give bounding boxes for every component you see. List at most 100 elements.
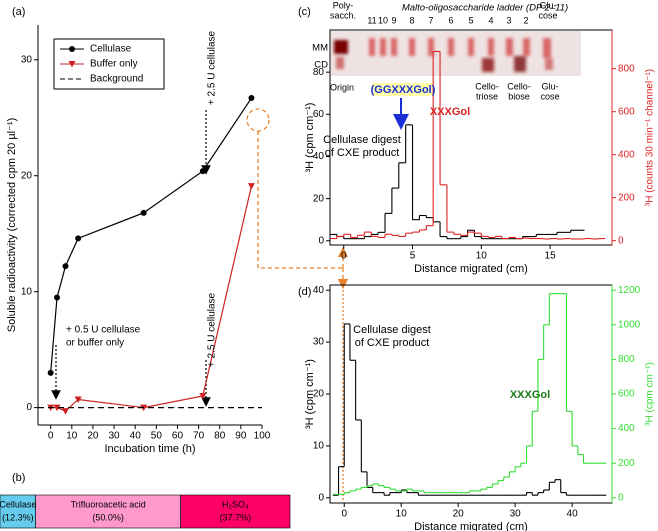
y-axis-label: ³H (cpm cm⁻¹) xyxy=(304,359,316,429)
x-tick-label: 0 xyxy=(341,251,347,262)
x-tick-label: 30 xyxy=(109,431,121,442)
segment-label: Trifluoroacetic acid xyxy=(71,499,146,509)
x-tick-label: 100 xyxy=(254,431,271,442)
marker xyxy=(47,369,54,376)
y-tick-label: 30 xyxy=(21,54,33,65)
legend-label: Cellulase xyxy=(90,44,132,55)
annotation: + 0.5 U cellulase xyxy=(66,325,141,336)
y-tick-label: 10 xyxy=(313,441,325,452)
annotation: Cellulase digest xyxy=(323,134,401,146)
gel-row-label: CD xyxy=(314,60,328,71)
y2-tick-label: 0 xyxy=(618,235,624,246)
annotation-arrow xyxy=(51,110,211,407)
bar-segment xyxy=(0,494,36,529)
x-axis-label: Incubation time (h) xyxy=(104,443,195,455)
y2-tick-label: 800 xyxy=(618,63,635,74)
marker xyxy=(248,95,255,102)
y-tick-label: 10 xyxy=(21,286,33,297)
y2-axis-label: ³H (counts 30 min⁻¹ channel⁻¹) xyxy=(645,69,656,206)
x-tick-label: 15 xyxy=(545,251,557,262)
gel-lane-label: 6 xyxy=(448,15,453,25)
value-label: (50.0%) xyxy=(92,512,124,522)
y-tick-label: 0 xyxy=(318,492,324,503)
segment-label: Cellulase xyxy=(0,499,36,509)
annotation: Cellulase digest xyxy=(353,324,431,336)
annotation: of CXE product xyxy=(355,337,430,349)
marker xyxy=(53,404,61,412)
gel-row-label: MM xyxy=(312,43,328,54)
annotation: of CXE product xyxy=(325,147,400,159)
y2-tick-label: 400 xyxy=(618,149,635,160)
plot-frame xyxy=(329,284,613,504)
panel-label: (b) xyxy=(12,472,25,484)
y2-tick-label: 800 xyxy=(618,354,635,365)
y2-tick-label: 200 xyxy=(618,458,635,469)
y-tick-label: 20 xyxy=(21,170,33,181)
gel-label: Glu- xyxy=(539,0,556,10)
x-tick-label: 80 xyxy=(214,431,226,442)
annotation: (GGXXXGol) xyxy=(371,84,436,96)
marker xyxy=(62,263,69,270)
marker xyxy=(247,183,255,190)
x-tick-label: 0 xyxy=(341,509,347,520)
y2-axis-label: ³H (cpm cm⁻¹) xyxy=(645,362,656,426)
marker xyxy=(199,393,207,400)
x-tick-label: 5 xyxy=(410,251,416,262)
legend-marker xyxy=(68,61,76,68)
x-tick-label: 40 xyxy=(567,509,579,520)
marker xyxy=(74,396,82,403)
value-label: (37.7%) xyxy=(220,512,252,522)
gel-label: Poly- xyxy=(333,0,354,10)
y-axis-label: Soluble radioactivity (corrected cpm 20 … xyxy=(6,118,18,333)
gel-lane-label: 4 xyxy=(488,15,493,25)
gel-lane-label: 7 xyxy=(428,15,433,25)
y2-tick-label: 600 xyxy=(618,106,635,117)
gel-lane-label: 8 xyxy=(409,15,414,25)
gel-label: sacch. xyxy=(330,10,356,20)
gel-lane-label: 2 xyxy=(523,15,528,25)
y2-tick-label: 1200 xyxy=(618,285,641,296)
gel-label: cose xyxy=(538,10,557,20)
marker xyxy=(54,294,61,301)
x-tick-label: 10 xyxy=(396,509,408,520)
annotation: + 2.5 U cellulase xyxy=(207,292,218,367)
y-tick-label: 0 xyxy=(26,402,32,413)
gel-lane-label: 3 xyxy=(506,15,511,25)
legend-label: Buffer only xyxy=(90,59,138,70)
gel-image xyxy=(331,31,581,76)
annotation: + 2.5 U cellulase xyxy=(207,30,218,105)
y-axis-label: ³H (cpm cm⁻¹) xyxy=(304,103,316,173)
y2-tick-label: 0 xyxy=(618,492,624,503)
y-tick-label: 60 xyxy=(313,109,325,120)
gel-label: Malto-oligosaccharide ladder (DP 2–11) xyxy=(402,3,568,14)
marker xyxy=(140,209,147,216)
y-tick-label: 30 xyxy=(313,337,325,348)
x-tick-label: 20 xyxy=(87,431,99,442)
y2-tick-label: 200 xyxy=(618,192,635,203)
gel-label: Cello- xyxy=(475,81,499,91)
x-axis-label: Distance migrated (cm) xyxy=(414,263,528,275)
bar-segment xyxy=(35,494,181,529)
value-label: (12.3%) xyxy=(2,512,34,522)
annotation-box xyxy=(372,83,434,96)
annotation: XXXGol xyxy=(430,106,470,118)
y-tick-label: 20 xyxy=(313,389,325,400)
segment-label: H₂SO₄ xyxy=(222,499,249,509)
x-tick-label: 10 xyxy=(476,251,488,262)
gel-lane-label: 11 xyxy=(367,15,376,25)
x-tick-label: 30 xyxy=(510,509,522,520)
legend-label: Background xyxy=(90,74,143,85)
gel-label: triose xyxy=(476,91,498,101)
y-tick-label: 0 xyxy=(318,235,324,246)
y2-tick-label: 400 xyxy=(618,423,635,434)
bar-segment xyxy=(180,494,291,529)
gel-lane-label: 10 xyxy=(378,15,388,25)
gel-label: Glu- xyxy=(541,81,558,91)
panel-label: (a) xyxy=(12,6,25,18)
marker xyxy=(75,235,82,242)
annotation: XXXGol xyxy=(510,389,550,401)
annotation: or buffer only xyxy=(66,338,124,349)
marker xyxy=(61,408,69,415)
x-tick-label: 50 xyxy=(151,431,163,442)
gel-label: biose xyxy=(508,91,530,101)
